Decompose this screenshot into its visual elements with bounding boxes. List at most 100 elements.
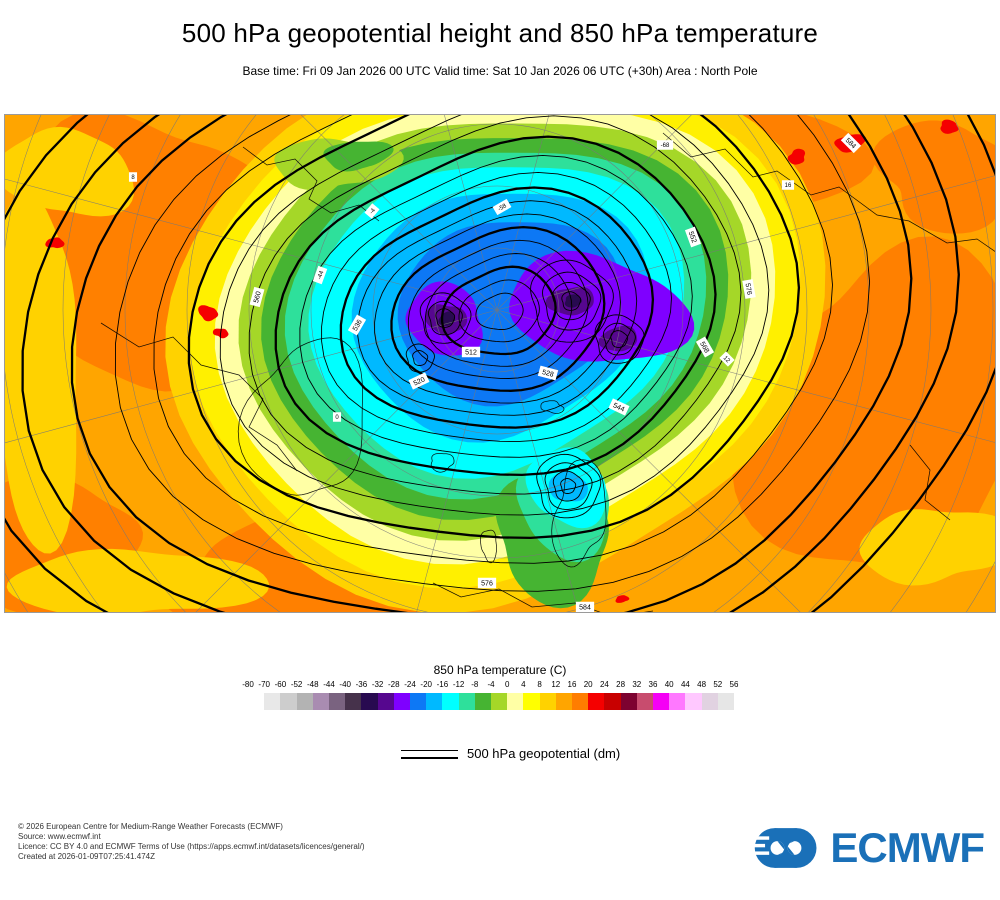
temperature-tick-label: 48 bbox=[697, 680, 707, 689]
ecmwf-logo: ECMWF bbox=[752, 824, 985, 872]
svg-text:-4: -4 bbox=[369, 207, 377, 215]
temperature-tick-label: 12 bbox=[551, 680, 561, 689]
ecmwf-logo-text: ECMWF bbox=[830, 824, 985, 871]
temperature-color-cell bbox=[345, 693, 362, 710]
temperature-tick-label: 32 bbox=[632, 680, 642, 689]
temperature-color-cell bbox=[296, 693, 313, 710]
contour-thick-line bbox=[401, 757, 458, 759]
temperature-color-cell bbox=[491, 693, 508, 710]
temperature-color-cell bbox=[717, 693, 734, 710]
temperature-color-cell bbox=[604, 693, 621, 710]
temperature-tick-label: 0 bbox=[504, 680, 510, 689]
temperature-color-cell bbox=[410, 693, 427, 710]
temperature-color-cell bbox=[264, 693, 281, 710]
geopotential-legend-label: 500 hPa geopotential (dm) bbox=[467, 746, 621, 761]
footer-attribution: © 2026 European Centre for Medium-Range … bbox=[18, 822, 365, 862]
svg-text:520: 520 bbox=[413, 376, 427, 387]
svg-text:536: 536 bbox=[352, 319, 364, 333]
temperature-color-cell bbox=[442, 693, 459, 710]
svg-text:576: 576 bbox=[744, 283, 753, 296]
contour-thin-line bbox=[401, 750, 458, 751]
temperature-tick-label: -28 bbox=[388, 680, 400, 689]
temperature-color-cell bbox=[572, 693, 589, 710]
temperature-color-cell bbox=[280, 693, 297, 710]
svg-text:544: 544 bbox=[612, 402, 626, 413]
temperature-tick-label: 44 bbox=[680, 680, 690, 689]
temperature-color-cell bbox=[426, 693, 443, 710]
temperature-tick-label: 56 bbox=[729, 680, 739, 689]
temperature-color-cell bbox=[701, 693, 718, 710]
svg-text:576: 576 bbox=[481, 581, 493, 588]
temperature-color-cell bbox=[588, 693, 605, 710]
temperature-color-cell bbox=[248, 693, 265, 710]
temperature-color-cell bbox=[620, 693, 637, 710]
temperature-color-cell bbox=[377, 693, 394, 710]
svg-text:584: 584 bbox=[579, 605, 591, 612]
temperature-tick-label: 4 bbox=[521, 680, 526, 689]
temperature-legend-title: 850 hPa temperature (C) bbox=[433, 663, 567, 677]
temperature-tick-label: 20 bbox=[583, 680, 593, 689]
temperature-tick-label: 52 bbox=[713, 680, 723, 689]
svg-text:512: 512 bbox=[465, 350, 477, 357]
temperature-tick-label: -40 bbox=[339, 680, 351, 689]
svg-text:0: 0 bbox=[335, 415, 339, 421]
temperature-tick-label: 24 bbox=[599, 680, 609, 689]
temperature-tick-label: 16 bbox=[567, 680, 577, 689]
temperature-tick-label: -16 bbox=[436, 680, 449, 689]
polar-weather-map: 512520528536544552560568576576584584-68-… bbox=[5, 115, 995, 612]
svg-text:552: 552 bbox=[687, 231, 698, 244]
temperature-color-cell bbox=[669, 693, 686, 710]
temperature-tick-label: -24 bbox=[404, 680, 416, 689]
svg-text:12: 12 bbox=[722, 355, 731, 364]
temperature-color-cell bbox=[523, 693, 540, 710]
temperature-tick-label: -36 bbox=[355, 680, 368, 689]
temperature-tick-label: -44 bbox=[323, 680, 335, 689]
svg-text:528: 528 bbox=[541, 369, 554, 379]
svg-text:-44: -44 bbox=[317, 270, 326, 281]
temperature-color-cell bbox=[458, 693, 475, 710]
temperature-tick-label: -70 bbox=[258, 680, 270, 689]
ecmwf-emblem-icon bbox=[753, 828, 817, 868]
map-panel: 512 520 528 536 544 552 560 568 576 576 584 584 -68-… bbox=[4, 114, 996, 613]
temperature-colorbar: -80 -70 -60 -52 -48 -44 -40 -36 -32 -28 -24 -20 -16-… bbox=[242, 680, 738, 714]
temperature-color-cell bbox=[393, 693, 410, 710]
temperature-tick-label: -32 bbox=[371, 680, 384, 689]
temperature-color-cell bbox=[539, 693, 556, 710]
svg-text:-58: -58 bbox=[497, 203, 508, 213]
svg-text:568: 568 bbox=[698, 341, 710, 355]
temperature-color-cell bbox=[555, 693, 572, 710]
temperature-color-cell bbox=[636, 693, 653, 710]
temperature-tick-label: 36 bbox=[648, 680, 658, 689]
footer-source: Source: www.ecmwf.int bbox=[18, 832, 101, 841]
chart-subtitle: Base time: Fri 09 Jan 2026 00 UTC Valid … bbox=[242, 64, 758, 78]
temperature-color-cell bbox=[507, 693, 524, 710]
temperature-color-cell bbox=[685, 693, 702, 710]
page-title: 500 hPa geopotential height and 850 hPa … bbox=[181, 18, 819, 48]
temperature-color-cell bbox=[312, 693, 329, 710]
svg-text:560: 560 bbox=[253, 291, 263, 304]
temperature-tick-label: -20 bbox=[420, 680, 432, 689]
svg-text:16: 16 bbox=[785, 183, 792, 189]
geopotential-line-sample bbox=[401, 750, 458, 759]
temperature-tick-label: 40 bbox=[664, 680, 674, 689]
temperature-tick-label: -12 bbox=[452, 680, 465, 689]
temperature-color-cell bbox=[474, 693, 491, 710]
temperature-tick-label: -4 bbox=[487, 680, 495, 689]
svg-text:8: 8 bbox=[131, 175, 135, 181]
temperature-tick-label: -8 bbox=[471, 680, 479, 689]
temperature-color-cell bbox=[361, 693, 378, 710]
svg-text:-68: -68 bbox=[661, 143, 670, 149]
temperature-tick-label: 8 bbox=[537, 680, 542, 689]
temperature-color-cell bbox=[653, 693, 670, 710]
footer-created-at: Created at 2026-01-09T07:25:41.474Z bbox=[18, 852, 155, 861]
temperature-tick-label: -48 bbox=[307, 680, 319, 689]
temperature-tick-label: -52 bbox=[290, 680, 303, 689]
temperature-tick-label: 28 bbox=[616, 680, 626, 689]
temperature-tick-label: -80 bbox=[242, 680, 254, 689]
footer-copyright: © 2026 European Centre for Medium-Range … bbox=[18, 822, 283, 831]
footer-licence: Licence: CC BY 4.0 and ECMWF Terms of Us… bbox=[18, 842, 365, 851]
temperature-color-cell bbox=[329, 693, 346, 710]
geopotential-legend: 500 hPa geopotential (dm) bbox=[0, 744, 1000, 770]
temperature-tick-label: -60 bbox=[274, 680, 287, 689]
